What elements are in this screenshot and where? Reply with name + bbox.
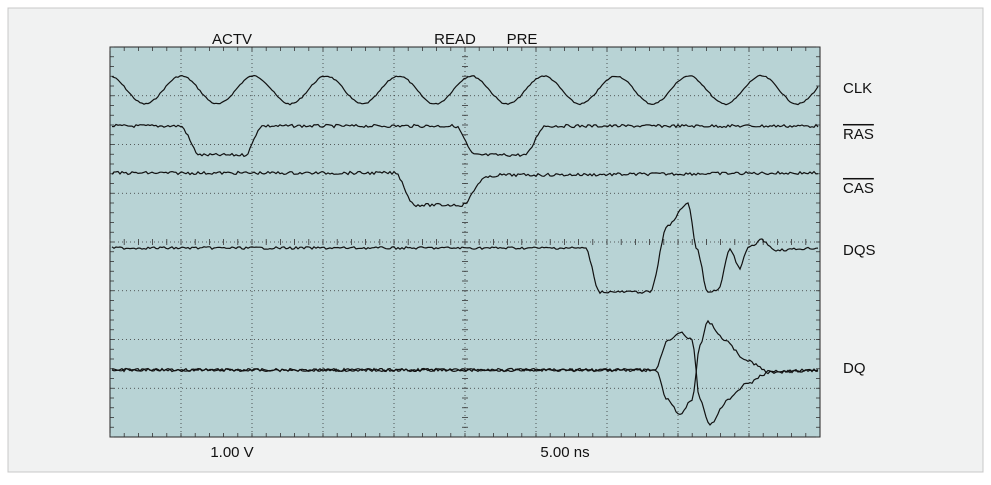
trace-label: DQ	[843, 360, 866, 377]
trace-label: RAS	[843, 126, 874, 143]
command-label: ACTV	[212, 31, 252, 48]
trace-label: CLK	[843, 80, 872, 97]
scale-label: 5.00 ns	[540, 444, 589, 461]
trace-label: CAS	[843, 180, 874, 197]
scale-label: 1.00 V	[210, 444, 253, 461]
command-label: READ	[434, 31, 476, 48]
scope-figure: ACTV READ PRE CLK RAS CAS DQS DQ 1.00 V …	[0, 0, 991, 480]
trace-label: DQS	[843, 242, 876, 259]
command-label: PRE	[507, 31, 538, 48]
